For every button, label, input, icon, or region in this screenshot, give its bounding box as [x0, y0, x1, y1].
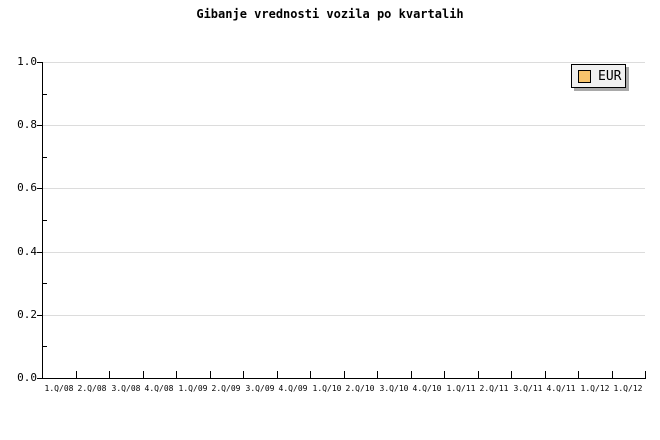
y-axis-line — [42, 62, 43, 379]
y-axis-tick-label: 0.2 — [17, 308, 37, 321]
x-axis-tick-label: 4.Q/10 — [412, 384, 442, 393]
y-axis-major-tick — [37, 252, 42, 253]
x-axis-line — [42, 378, 646, 379]
x-axis-tick — [444, 371, 445, 378]
y-axis-tick-label: 0.8 — [17, 118, 37, 131]
x-axis-tick — [377, 371, 378, 378]
x-axis-tick-label: 3.Q/10 — [379, 384, 409, 393]
y-axis-minor-tick — [43, 283, 47, 284]
x-axis-tick — [411, 371, 412, 378]
x-axis-tick — [210, 371, 211, 378]
y-axis-major-tick — [37, 378, 42, 379]
x-axis-tick-label: 1.Q/09 — [178, 384, 208, 393]
x-axis-tick-label: 1.Q/08 — [44, 384, 74, 393]
x-axis-tick — [511, 371, 512, 378]
x-axis-tick — [76, 371, 77, 378]
x-axis-tick-label: 3.Q/11 — [513, 384, 543, 393]
x-axis-tick-label: 1.Q/11 — [446, 384, 476, 393]
legend-series-label: EUR — [598, 68, 622, 84]
y-axis-minor-tick — [43, 220, 47, 221]
x-axis-tick — [545, 371, 546, 378]
legend-color-swatch — [578, 69, 591, 83]
x-axis-tick-label: 1.Q/10 — [312, 384, 342, 393]
x-axis-tick-label: 1.Q/12 — [580, 384, 610, 393]
y-axis-major-tick — [37, 125, 42, 126]
x-axis-tick-label: 2.Q/09 — [211, 384, 241, 393]
gridline — [43, 252, 645, 253]
y-axis-minor-tick — [43, 346, 47, 347]
chart-title: Gibanje vrednosti vozila po kvartalih — [196, 7, 464, 21]
gridline — [43, 188, 645, 189]
y-axis-tick-label: 0.4 — [17, 245, 37, 258]
x-axis-tick-label: 2.Q/11 — [479, 384, 509, 393]
legend: EUR — [571, 64, 626, 88]
gridline — [43, 125, 645, 126]
y-axis-major-tick — [37, 62, 42, 63]
y-axis-major-tick — [37, 315, 42, 316]
x-axis-tick — [176, 371, 177, 378]
y-axis-tick-label: 1.0 — [17, 55, 37, 68]
x-axis-tick-label: 3.Q/08 — [111, 384, 141, 393]
x-axis-tick — [109, 371, 110, 378]
x-axis-tick-label: 4.Q/08 — [144, 384, 174, 393]
x-axis-tick-label: 2.Q/10 — [345, 384, 375, 393]
y-axis-major-tick — [37, 188, 42, 189]
x-axis-tick — [344, 371, 345, 378]
x-axis-tick-label: 1.Q/12 — [613, 384, 643, 393]
y-axis-tick-label: 0.0 — [17, 371, 37, 384]
x-axis-tick — [612, 371, 613, 378]
gridline — [43, 62, 645, 63]
x-axis-tick — [143, 371, 144, 378]
x-axis-tick-label: 2.Q/08 — [77, 384, 107, 393]
x-axis-tick-label: 4.Q/11 — [546, 384, 576, 393]
x-axis-tick — [310, 371, 311, 378]
x-axis-tick — [478, 371, 479, 378]
y-axis-minor-tick — [43, 94, 47, 95]
x-axis-tick-label: 3.Q/09 — [245, 384, 275, 393]
gridline — [43, 315, 645, 316]
x-axis-tick — [578, 371, 579, 378]
x-axis-tick — [277, 371, 278, 378]
x-axis-tick-label: 4.Q/09 — [278, 384, 308, 393]
x-axis-tick — [645, 371, 646, 378]
y-axis-minor-tick — [43, 157, 47, 158]
x-axis-tick — [243, 371, 244, 378]
y-axis-tick-label: 0.6 — [17, 181, 37, 194]
